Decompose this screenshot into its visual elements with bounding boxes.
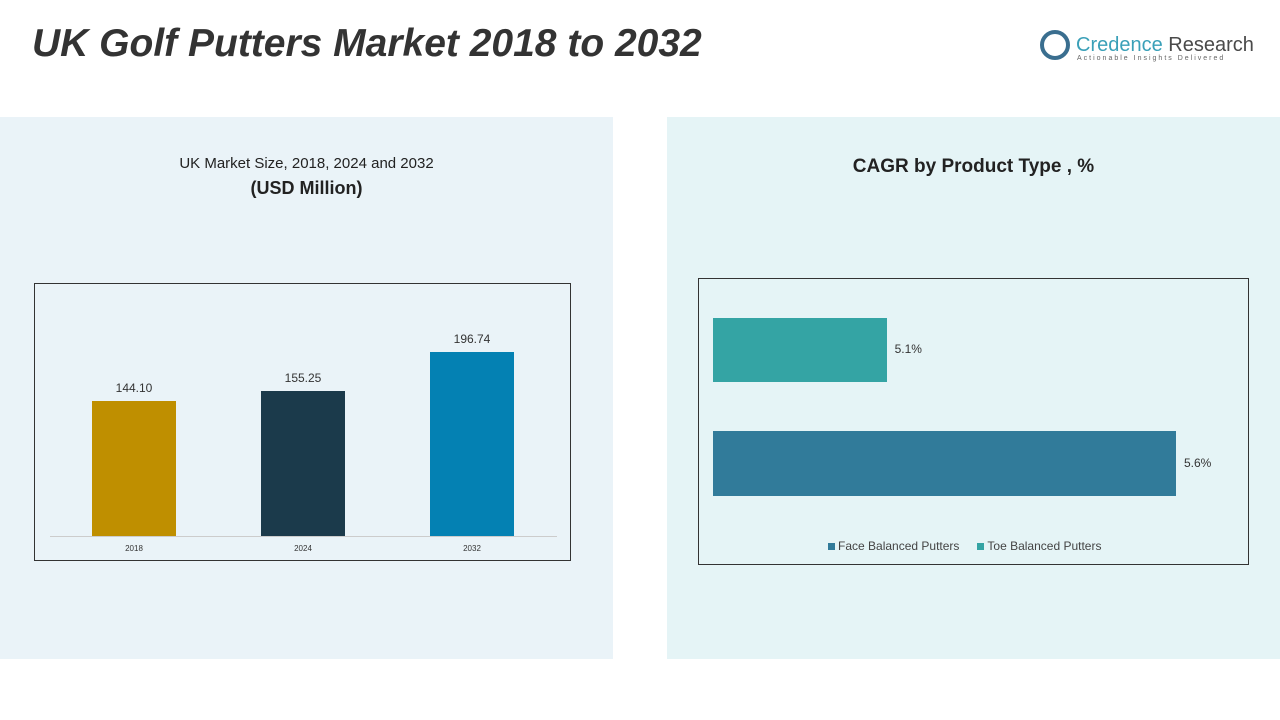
x-tick-label: 2018 xyxy=(125,544,143,553)
x-tick-label: 2024 xyxy=(294,544,312,553)
value-label: 5.6% xyxy=(1184,455,1212,470)
legend-label: Toe Balanced Putters xyxy=(987,539,1102,553)
market-chart-title: UK Market Size, 2018, 2024 and 2032 xyxy=(179,155,434,172)
cagr-chart: 5.1% 5.6% xyxy=(698,278,1249,565)
logo-name-2: Research xyxy=(1162,33,1254,56)
value-label: 155.25 xyxy=(284,370,322,385)
legend-item-face: Face Balanced Putters xyxy=(828,539,959,553)
legend-label: Face Balanced Putters xyxy=(838,539,960,553)
logo: Credence Research xyxy=(1040,30,1254,60)
x-tick-label: 2032 xyxy=(463,544,481,553)
cagr-panel xyxy=(667,117,1280,659)
bar-2032 xyxy=(430,352,514,536)
legend-swatch xyxy=(977,543,985,550)
bar-2024 xyxy=(261,390,345,536)
legend-item-toe: Toe Balanced Putters xyxy=(977,539,1101,553)
legend-swatch xyxy=(828,543,835,550)
value-label: 196.74 xyxy=(453,332,491,347)
logo-name: Credence xyxy=(1076,33,1163,56)
logo-tagline: Actionable Insights Delivered xyxy=(1077,55,1226,62)
cagr-legend: Face Balanced Putters Toe Balanced Putte… xyxy=(828,539,1101,553)
bar-2018 xyxy=(92,401,176,536)
bar-face-balanced-putters xyxy=(713,431,1176,496)
page-title: UK Golf Putters Market 2018 to 2032 xyxy=(32,22,702,65)
market-chart-subtitle: (USD Million) xyxy=(250,178,363,198)
market-chart: 144.10 2018 155.25 2024 196.74 2032 xyxy=(34,283,571,561)
value-label: 144.10 xyxy=(115,381,153,396)
cagr-chart-title: CAGR by Product Type , % xyxy=(852,156,1095,177)
x-axis xyxy=(50,536,557,537)
value-label: 5.1% xyxy=(894,342,922,356)
bar-toe-balanced-putters xyxy=(713,318,887,382)
logo-icon xyxy=(1040,30,1070,60)
